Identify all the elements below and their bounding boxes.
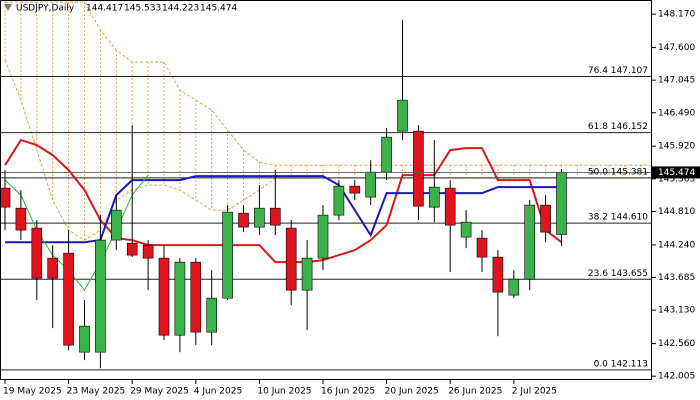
y-tick-label: 145.920 — [658, 142, 695, 152]
x-tick-label: 2 Jul 2025 — [512, 387, 557, 397]
x-tick-label: 20 Jun 2025 — [385, 387, 439, 397]
symbol: USDJPY,Daily — [16, 4, 75, 14]
candle-body — [397, 99, 408, 132]
fib-label: 0.0 142.113 — [594, 359, 648, 369]
candle-body — [269, 207, 281, 226]
candle-body — [79, 325, 90, 353]
x-tick-label: 19 May 2025 — [3, 387, 62, 397]
x-tick-label: 26 Jun 2025 — [448, 387, 502, 397]
candle-body — [460, 221, 472, 238]
y-tick-label: 142.560 — [658, 339, 695, 349]
x-tick-label: 23 May 2025 — [67, 387, 126, 397]
x-tick-label: 10 Jun 2025 — [257, 387, 311, 397]
symbol-icon — [4, 4, 12, 11]
candle-body — [301, 257, 313, 291]
candle-body — [556, 172, 567, 235]
candle-body — [222, 211, 233, 299]
candle-body — [508, 278, 520, 296]
candle-body — [349, 185, 361, 194]
candle-body — [476, 237, 488, 258]
fib-label: 76.4 147.107 — [588, 66, 648, 76]
header-close: 145.474 — [200, 4, 237, 14]
candle-body — [238, 212, 249, 228]
candle-body — [47, 257, 59, 279]
candle-body — [365, 171, 377, 198]
candle-body — [0, 187, 11, 208]
header-open: 144.417 — [86, 4, 123, 14]
candle-body — [158, 257, 170, 336]
candle-body — [254, 207, 265, 228]
candle-body — [15, 207, 27, 231]
price-label: 145.474 — [658, 168, 695, 178]
candle-body — [95, 239, 106, 353]
candle-body — [285, 227, 297, 291]
y-tick-label: 147.045 — [658, 76, 695, 86]
y-tick-label: 143.685 — [658, 273, 695, 283]
candle-body — [524, 204, 536, 280]
indicator-line — [4, 174, 149, 291]
candle-body — [492, 256, 504, 293]
y-tick-label: 142.005 — [658, 372, 695, 382]
candle-body — [63, 252, 74, 346]
cloud-upper — [5, 1, 652, 166]
candle-body — [31, 227, 43, 279]
candle-body — [126, 242, 138, 256]
indicator-line — [4, 138, 563, 264]
plot-border — [0, 0, 652, 380]
y-tick-label: 143.130 — [658, 306, 695, 316]
candle-body — [206, 297, 217, 333]
y-tick-label: 148.170 — [658, 10, 695, 20]
y-tick-label: 146.490 — [658, 108, 695, 118]
y-tick-label: 144.810 — [658, 207, 695, 217]
candle-body — [174, 261, 186, 336]
x-tick-label: 16 Jun 2025 — [321, 387, 375, 397]
candle-body — [190, 261, 202, 333]
y-tick-label: 147.600 — [658, 43, 695, 53]
fib-label: 50.0 145.381 — [588, 167, 648, 177]
candle-body — [317, 214, 329, 259]
candle-body — [444, 187, 456, 226]
x-tick-label: 29 May 2025 — [130, 387, 189, 397]
fib-label: 38.2 144.610 — [588, 213, 648, 223]
candle-body — [381, 136, 392, 173]
fib-label: 61.8 146.152 — [588, 122, 648, 132]
header-low: 144.223 — [162, 4, 199, 14]
candle-body — [111, 209, 122, 241]
candle-body — [142, 244, 154, 259]
candle-body — [428, 186, 440, 208]
y-tick-label: 145.365 — [658, 174, 695, 184]
candle-body — [333, 185, 345, 216]
y-tick-label: 144.240 — [658, 240, 695, 250]
overlay: USDJPY,Daily 144.417 145.533 144.223 145… — [4, 4, 237, 14]
header-high: 145.533 — [124, 4, 161, 14]
price-box — [652, 166, 700, 179]
candle-body — [540, 204, 551, 233]
x-tick-label: 4 Jun 2025 — [194, 387, 242, 397]
fib-label: 23.6 143.655 — [588, 269, 648, 279]
plot-area — [0, 1, 652, 371]
candle-body — [413, 130, 424, 207]
